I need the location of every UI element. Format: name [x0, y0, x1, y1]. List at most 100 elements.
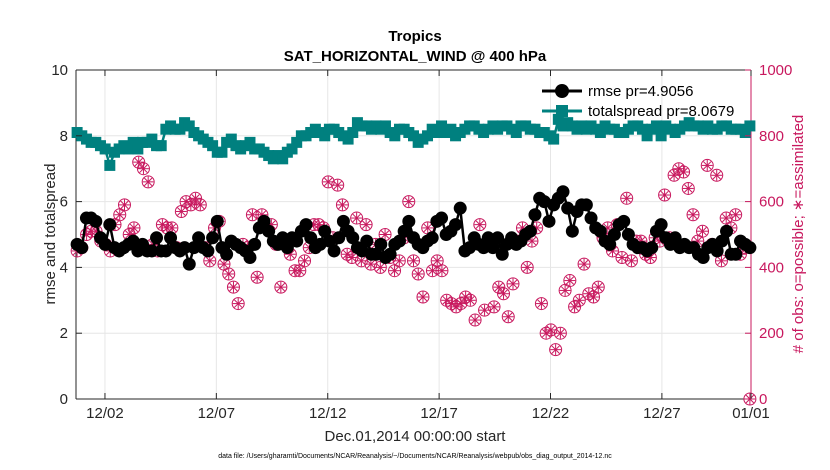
rmse-point — [262, 224, 276, 238]
y2-tick-label: 600 — [759, 194, 784, 211]
obs-assimilated-stroke — [248, 210, 257, 219]
obs-assimilated-stroke — [712, 171, 721, 180]
rmse-point — [715, 234, 729, 248]
obs-assimilated-stroke — [205, 256, 214, 266]
obs-series — [70, 155, 757, 406]
y2-tick-label: 200 — [759, 325, 784, 342]
totalspread-point — [739, 127, 751, 139]
rmse-point — [654, 218, 668, 232]
totalspread-point — [183, 120, 195, 132]
obs-point — [392, 254, 406, 268]
totalspread-point — [244, 136, 256, 148]
rmse-point — [327, 244, 341, 258]
rmse-point — [276, 231, 290, 245]
obs-possible-marker — [501, 310, 515, 324]
obs-assimilated-stroke — [551, 345, 560, 354]
obs-possible-marker — [743, 392, 757, 406]
rmse-point — [481, 231, 495, 245]
obs-point — [113, 208, 127, 222]
rmse-point — [603, 237, 617, 251]
rmse-point — [182, 257, 196, 271]
x-tick-label: 01/01 — [732, 405, 770, 422]
rmse-point — [696, 251, 710, 265]
obs-possible-marker — [298, 254, 312, 268]
obs-point — [729, 208, 743, 222]
obs-point — [463, 293, 477, 307]
rmse-point — [103, 218, 117, 232]
rmse-point — [495, 247, 509, 261]
rmse-point — [243, 251, 257, 265]
obs-point — [141, 175, 155, 189]
rmse-point — [304, 231, 318, 245]
obs-assimilated-stroke — [703, 161, 712, 170]
obs-point — [681, 181, 695, 195]
y-tick-label: 2 — [60, 325, 68, 342]
obs-possible-marker — [506, 277, 520, 291]
obs-point — [501, 310, 515, 324]
obs-point — [492, 280, 506, 294]
rmse-point — [477, 241, 491, 255]
obs-possible-marker — [549, 343, 563, 357]
obs-assimilated-stroke — [579, 259, 589, 269]
rmse-point — [332, 231, 346, 245]
obs-point — [136, 162, 150, 176]
obs-assimilated-stroke — [286, 250, 295, 259]
obs-possible-marker — [672, 162, 686, 176]
legend: rmse pr=4.9056 totalspread pr=8.0679 — [542, 83, 734, 120]
rmse-point — [187, 241, 201, 255]
obs-point — [700, 158, 714, 172]
obs-assimilated-stroke — [224, 269, 233, 279]
totalspread-point — [342, 133, 354, 145]
rmse-point — [280, 241, 294, 255]
totalspread-point — [510, 127, 522, 139]
obs-assimilated-stroke — [376, 263, 385, 272]
rmse-point — [449, 218, 463, 232]
obs-point — [132, 155, 146, 169]
rmse-point — [645, 241, 659, 255]
x-tick-label: 12/22 — [532, 405, 570, 422]
x-tick-label: 12/02 — [86, 405, 124, 422]
obs-possible-marker — [136, 162, 150, 176]
obs-assimilated-stroke — [518, 223, 527, 233]
obs-assimilated-stroke — [219, 259, 229, 269]
obs-assimilated-stroke — [324, 177, 333, 187]
rmse-point — [523, 224, 537, 238]
totalspread-point — [408, 130, 419, 142]
obs-assimilated-stroke — [721, 213, 731, 223]
obs-assimilated-stroke — [508, 279, 518, 289]
obs-point — [468, 313, 482, 327]
obs-possible-marker — [359, 218, 373, 232]
obs-assimilated-stroke — [409, 256, 418, 266]
y-tick-label: 0 — [60, 391, 68, 408]
obs-possible-marker — [681, 181, 695, 195]
obs-point — [497, 287, 511, 301]
obs-assimilated-stroke — [669, 171, 679, 180]
rmse-point — [89, 214, 103, 228]
rmse-point — [729, 247, 743, 261]
obs-assimilated-stroke — [660, 190, 669, 200]
obs-point — [544, 323, 558, 337]
obs-point — [189, 191, 203, 205]
obs-point — [563, 274, 577, 288]
obs-point — [250, 270, 264, 284]
y2-tick-label: 400 — [759, 259, 784, 276]
obs-point — [321, 175, 335, 189]
obs-point — [710, 168, 724, 182]
totalspread-point — [655, 130, 667, 142]
obs-assimilated-stroke — [134, 157, 143, 167]
obs-assimilated-stroke — [191, 194, 200, 203]
obs-possible-marker — [568, 300, 582, 314]
x-tick-label: 12/07 — [198, 405, 236, 422]
obs-assimilated-stroke — [414, 269, 423, 279]
obs-possible-marker — [231, 297, 245, 311]
rmse-point — [220, 247, 234, 261]
totalspread-point — [319, 130, 331, 142]
obs-point — [677, 165, 691, 179]
obs-possible-marker — [407, 254, 420, 268]
obs-assimilated-stroke — [437, 266, 447, 275]
obs-assimilated-stroke — [361, 220, 371, 229]
obs-point — [587, 290, 601, 304]
obs-assimilated-stroke — [233, 299, 243, 308]
obs-assimilated-stroke — [608, 246, 617, 256]
obs-assimilated-stroke — [556, 328, 565, 338]
